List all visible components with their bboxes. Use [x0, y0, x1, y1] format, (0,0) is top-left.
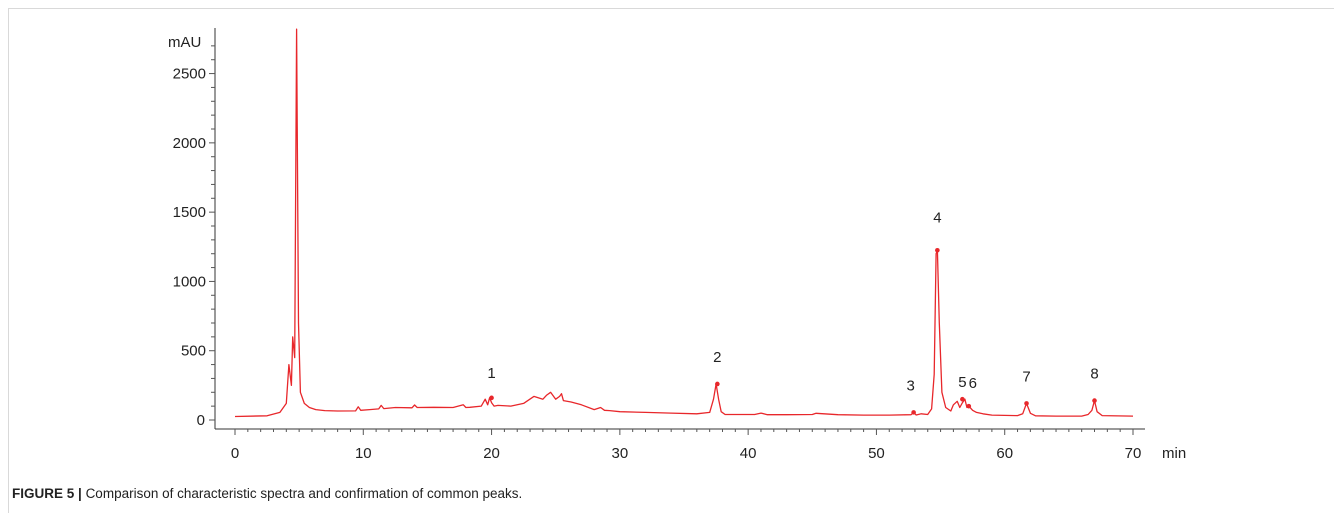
peak-label: 1: [487, 365, 495, 382]
x-tick-label: 40: [740, 445, 757, 462]
peak-marker: [715, 381, 720, 387]
x-axis-unit: min: [1162, 445, 1186, 462]
peak-marker: [960, 396, 965, 402]
x-tick-label: 60: [996, 445, 1013, 462]
figure-frame: [8, 8, 1334, 513]
y-axis-unit: mAU: [168, 34, 201, 51]
peak-marker: [1092, 398, 1097, 403]
peak-label: 7: [1022, 368, 1030, 385]
y-tick-label: 1500: [173, 204, 206, 221]
peak-marker: [911, 410, 916, 415]
caption-text: Comparison of characteristic spectra and…: [85, 486, 523, 501]
x-tick-label: 70: [1125, 445, 1142, 462]
series-line: [234, 28, 1134, 418]
peak-markers: 1 2 3 4 5 6 7 8: [487, 209, 1099, 415]
figure-caption: FIGURE 5 | Comparison of characteristic …: [12, 486, 522, 501]
peak-label: 2: [713, 349, 721, 366]
y-tick-label: 500: [181, 343, 206, 360]
x-tick-label: 10: [355, 445, 372, 462]
peak-label: 5: [958, 374, 966, 391]
caption-label: FIGURE 5 |: [12, 486, 82, 501]
y-tick-label: 2500: [173, 66, 206, 83]
peak-label: 6: [969, 375, 977, 392]
peak-marker: [935, 247, 940, 253]
x-tick-label: 20: [483, 445, 500, 462]
axes: mAU min: [168, 28, 1186, 462]
peak-marker: [489, 395, 494, 401]
x-tick-label: 30: [612, 445, 629, 462]
ticks: 0 500 1000 1500 2000 2500 0 10 20 30 40 50 60 70: [173, 45, 1142, 462]
x-tick-label: 0: [231, 445, 239, 462]
y-tick-label: 0: [197, 412, 205, 429]
peak-marker: [966, 403, 972, 409]
y-tick-label: 2000: [173, 135, 206, 152]
peak-marker: [1024, 401, 1029, 406]
y-tick-label: 1000: [173, 273, 206, 290]
peak-label: 4: [933, 209, 941, 226]
peak-label: 8: [1090, 366, 1098, 383]
series-layer: [234, 28, 1134, 418]
chromatogram-chart: mAU min 0 500 1000 1500 2000 2500 0 10 20 30 40 50 60…: [168, 28, 1186, 462]
x-tick-label: 50: [868, 445, 885, 462]
peak-label: 3: [906, 377, 914, 394]
